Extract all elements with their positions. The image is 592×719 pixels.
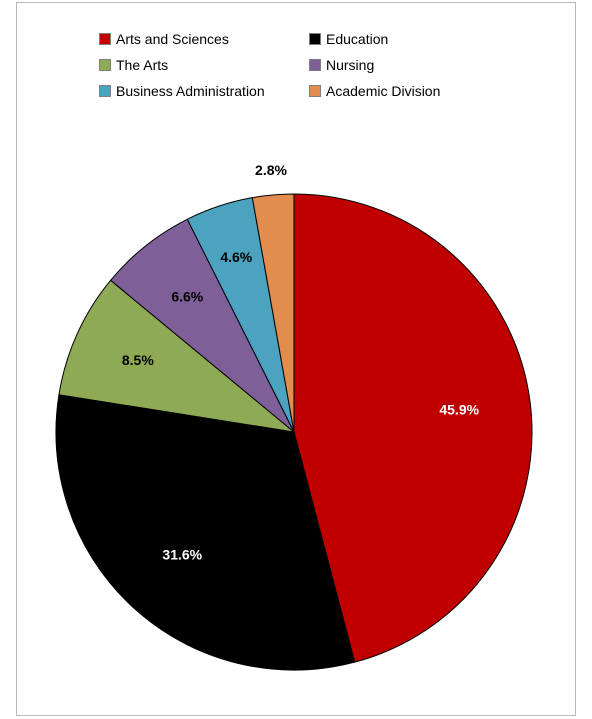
legend-label: Academic Division xyxy=(326,83,441,99)
data-label-nursing: 6.6% xyxy=(171,289,203,305)
data-label-business-administration: 4.6% xyxy=(220,249,252,265)
legend: Arts and Sciences Education The Arts Nur… xyxy=(99,31,559,99)
legend-item-nursing: Nursing xyxy=(309,57,509,73)
legend-swatch xyxy=(309,59,321,71)
legend-item-business-administration: Business Administration xyxy=(99,83,309,99)
legend-label: Arts and Sciences xyxy=(116,31,229,47)
legend-item-academic-division: Academic Division xyxy=(309,83,509,99)
data-label-education: 31.6% xyxy=(162,546,202,562)
legend-swatch xyxy=(309,33,321,45)
data-label-academic-division: 2.8% xyxy=(255,162,287,178)
legend-swatch xyxy=(99,85,111,97)
pie-slice-academic-division xyxy=(251,193,295,433)
pie-slice-education xyxy=(55,394,356,671)
legend-label: The Arts xyxy=(116,57,169,73)
data-label-arts-and-sciences: 45.9% xyxy=(439,401,479,417)
legend-label: Business Administration xyxy=(116,83,265,99)
legend-label: Nursing xyxy=(326,57,375,73)
pie-slice-arts-and-sciences xyxy=(293,193,533,663)
legend-swatch xyxy=(309,85,321,97)
legend-item-arts-and-sciences: Arts and Sciences xyxy=(99,31,309,47)
legend-swatch xyxy=(99,59,111,71)
legend-item-the-arts: The Arts xyxy=(99,57,309,73)
legend-label: Education xyxy=(326,31,389,47)
pie-slice-the-arts xyxy=(58,279,296,433)
legend-swatch xyxy=(99,33,111,45)
data-label-the-arts: 8.5% xyxy=(122,352,154,368)
legend-item-education: Education xyxy=(309,31,509,47)
